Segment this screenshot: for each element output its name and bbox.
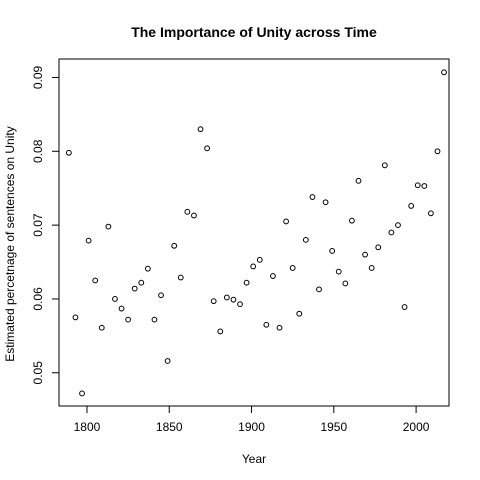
data-point (434, 148, 441, 155)
data-point (112, 296, 118, 302)
data-point (243, 279, 250, 286)
data-point (289, 265, 296, 271)
y-tick-label: 0.08 (31, 139, 45, 163)
data-point (158, 292, 164, 299)
data-point (125, 316, 132, 323)
data-point (65, 149, 72, 156)
data-point (329, 248, 336, 254)
data-point (256, 256, 263, 263)
data-point (335, 268, 342, 275)
data-point (210, 298, 217, 305)
data-point (177, 274, 184, 281)
data-point (184, 208, 191, 215)
data-point (368, 265, 375, 271)
data-point (92, 277, 99, 284)
data-point (237, 301, 243, 308)
data-point (408, 203, 415, 209)
x-axis-label: Year (242, 452, 266, 466)
data-point (138, 279, 145, 286)
data-point (270, 273, 276, 279)
y-axis: 0.05 0.06 0.07 0.08 0.09 (31, 65, 60, 385)
y-tick-label: 0.09 (31, 65, 45, 89)
data-point (118, 305, 125, 312)
data-point (171, 242, 178, 249)
y-tick-label: 0.05 (31, 361, 45, 385)
data-point (302, 236, 309, 243)
data-point (381, 162, 388, 169)
x-tick-label: 2000 (403, 420, 430, 434)
data-point (414, 182, 421, 189)
x-tick-label: 1800 (74, 420, 101, 434)
data-point (98, 324, 105, 331)
data-point (79, 390, 85, 397)
data-point (230, 296, 237, 303)
data-point (427, 210, 434, 217)
y-axis-label: Estimated percetnage of sentences on Uni… (3, 126, 17, 361)
data-point (421, 183, 428, 189)
data-point (164, 358, 171, 364)
data-point (322, 199, 329, 206)
data-point (283, 218, 289, 225)
data-point (191, 212, 197, 219)
data-point (342, 280, 349, 287)
data-point (355, 177, 362, 184)
data-points (65, 69, 447, 397)
data-point (309, 194, 316, 200)
data-point (375, 244, 382, 251)
chart-title: The Importance of Unity across Time (131, 24, 377, 40)
data-point (217, 328, 224, 335)
data-point (296, 310, 303, 317)
data-point (316, 286, 322, 293)
data-point (388, 229, 395, 236)
data-point (441, 69, 447, 76)
x-tick-label: 1900 (238, 420, 265, 434)
data-point (151, 316, 158, 323)
data-point (204, 145, 211, 152)
plot-frame (58, 58, 450, 407)
data-point (223, 294, 230, 301)
data-point (105, 223, 112, 230)
x-tick-label: 1850 (156, 420, 183, 434)
data-point (362, 251, 368, 258)
data-point (85, 237, 92, 244)
data-point (276, 324, 283, 331)
data-point (395, 222, 401, 229)
x-axis: 1800 1850 1900 1950 2000 (74, 405, 430, 434)
data-point (131, 285, 138, 292)
y-tick-label: 0.07 (31, 213, 45, 237)
data-point (250, 263, 257, 270)
data-point (72, 314, 79, 321)
data-point (144, 265, 151, 272)
y-tick-label: 0.06 (31, 287, 45, 311)
data-point (263, 321, 270, 328)
x-tick-label: 1950 (320, 420, 347, 434)
data-point (349, 217, 355, 224)
data-point (197, 126, 204, 133)
data-point (401, 304, 408, 310)
